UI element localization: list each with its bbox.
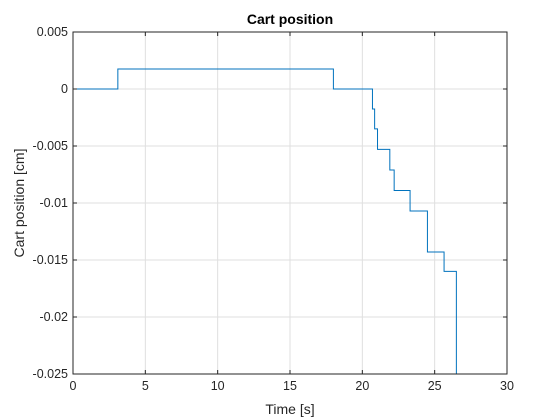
y-axis-label: Cart position [cm] [11,149,27,258]
y-tick-label: -0.02 [40,310,69,324]
y-tick-label: -0.01 [40,196,69,210]
x-tick-label: 20 [355,379,369,393]
y-tick-label: -0.015 [33,253,68,267]
grid-lines [73,32,507,374]
tick-labels: 0 5 10 15 20 25 30 0.005 0 -0.005 -0.01 -0.015 -0.02… [33,25,514,393]
x-axis-label: Time [s] [265,401,314,417]
chart-title: Cart position [247,11,333,27]
tick-marks [72,31,508,375]
y-tick-label: -0.025 [33,367,68,381]
x-tick-label: 30 [500,379,514,393]
y-tick-label: 0 [61,82,68,96]
y-tick-label: 0.005 [37,25,68,39]
y-tick-label: -0.005 [33,139,68,153]
x-tick-label: 5 [142,379,149,393]
series-layer [73,68,507,375]
x-tick-label: 25 [428,379,442,393]
x-tick-label: 10 [211,379,225,393]
x-tick-label: 15 [283,379,297,393]
series-line [73,68,507,375]
x-tick-label: 0 [70,379,77,393]
